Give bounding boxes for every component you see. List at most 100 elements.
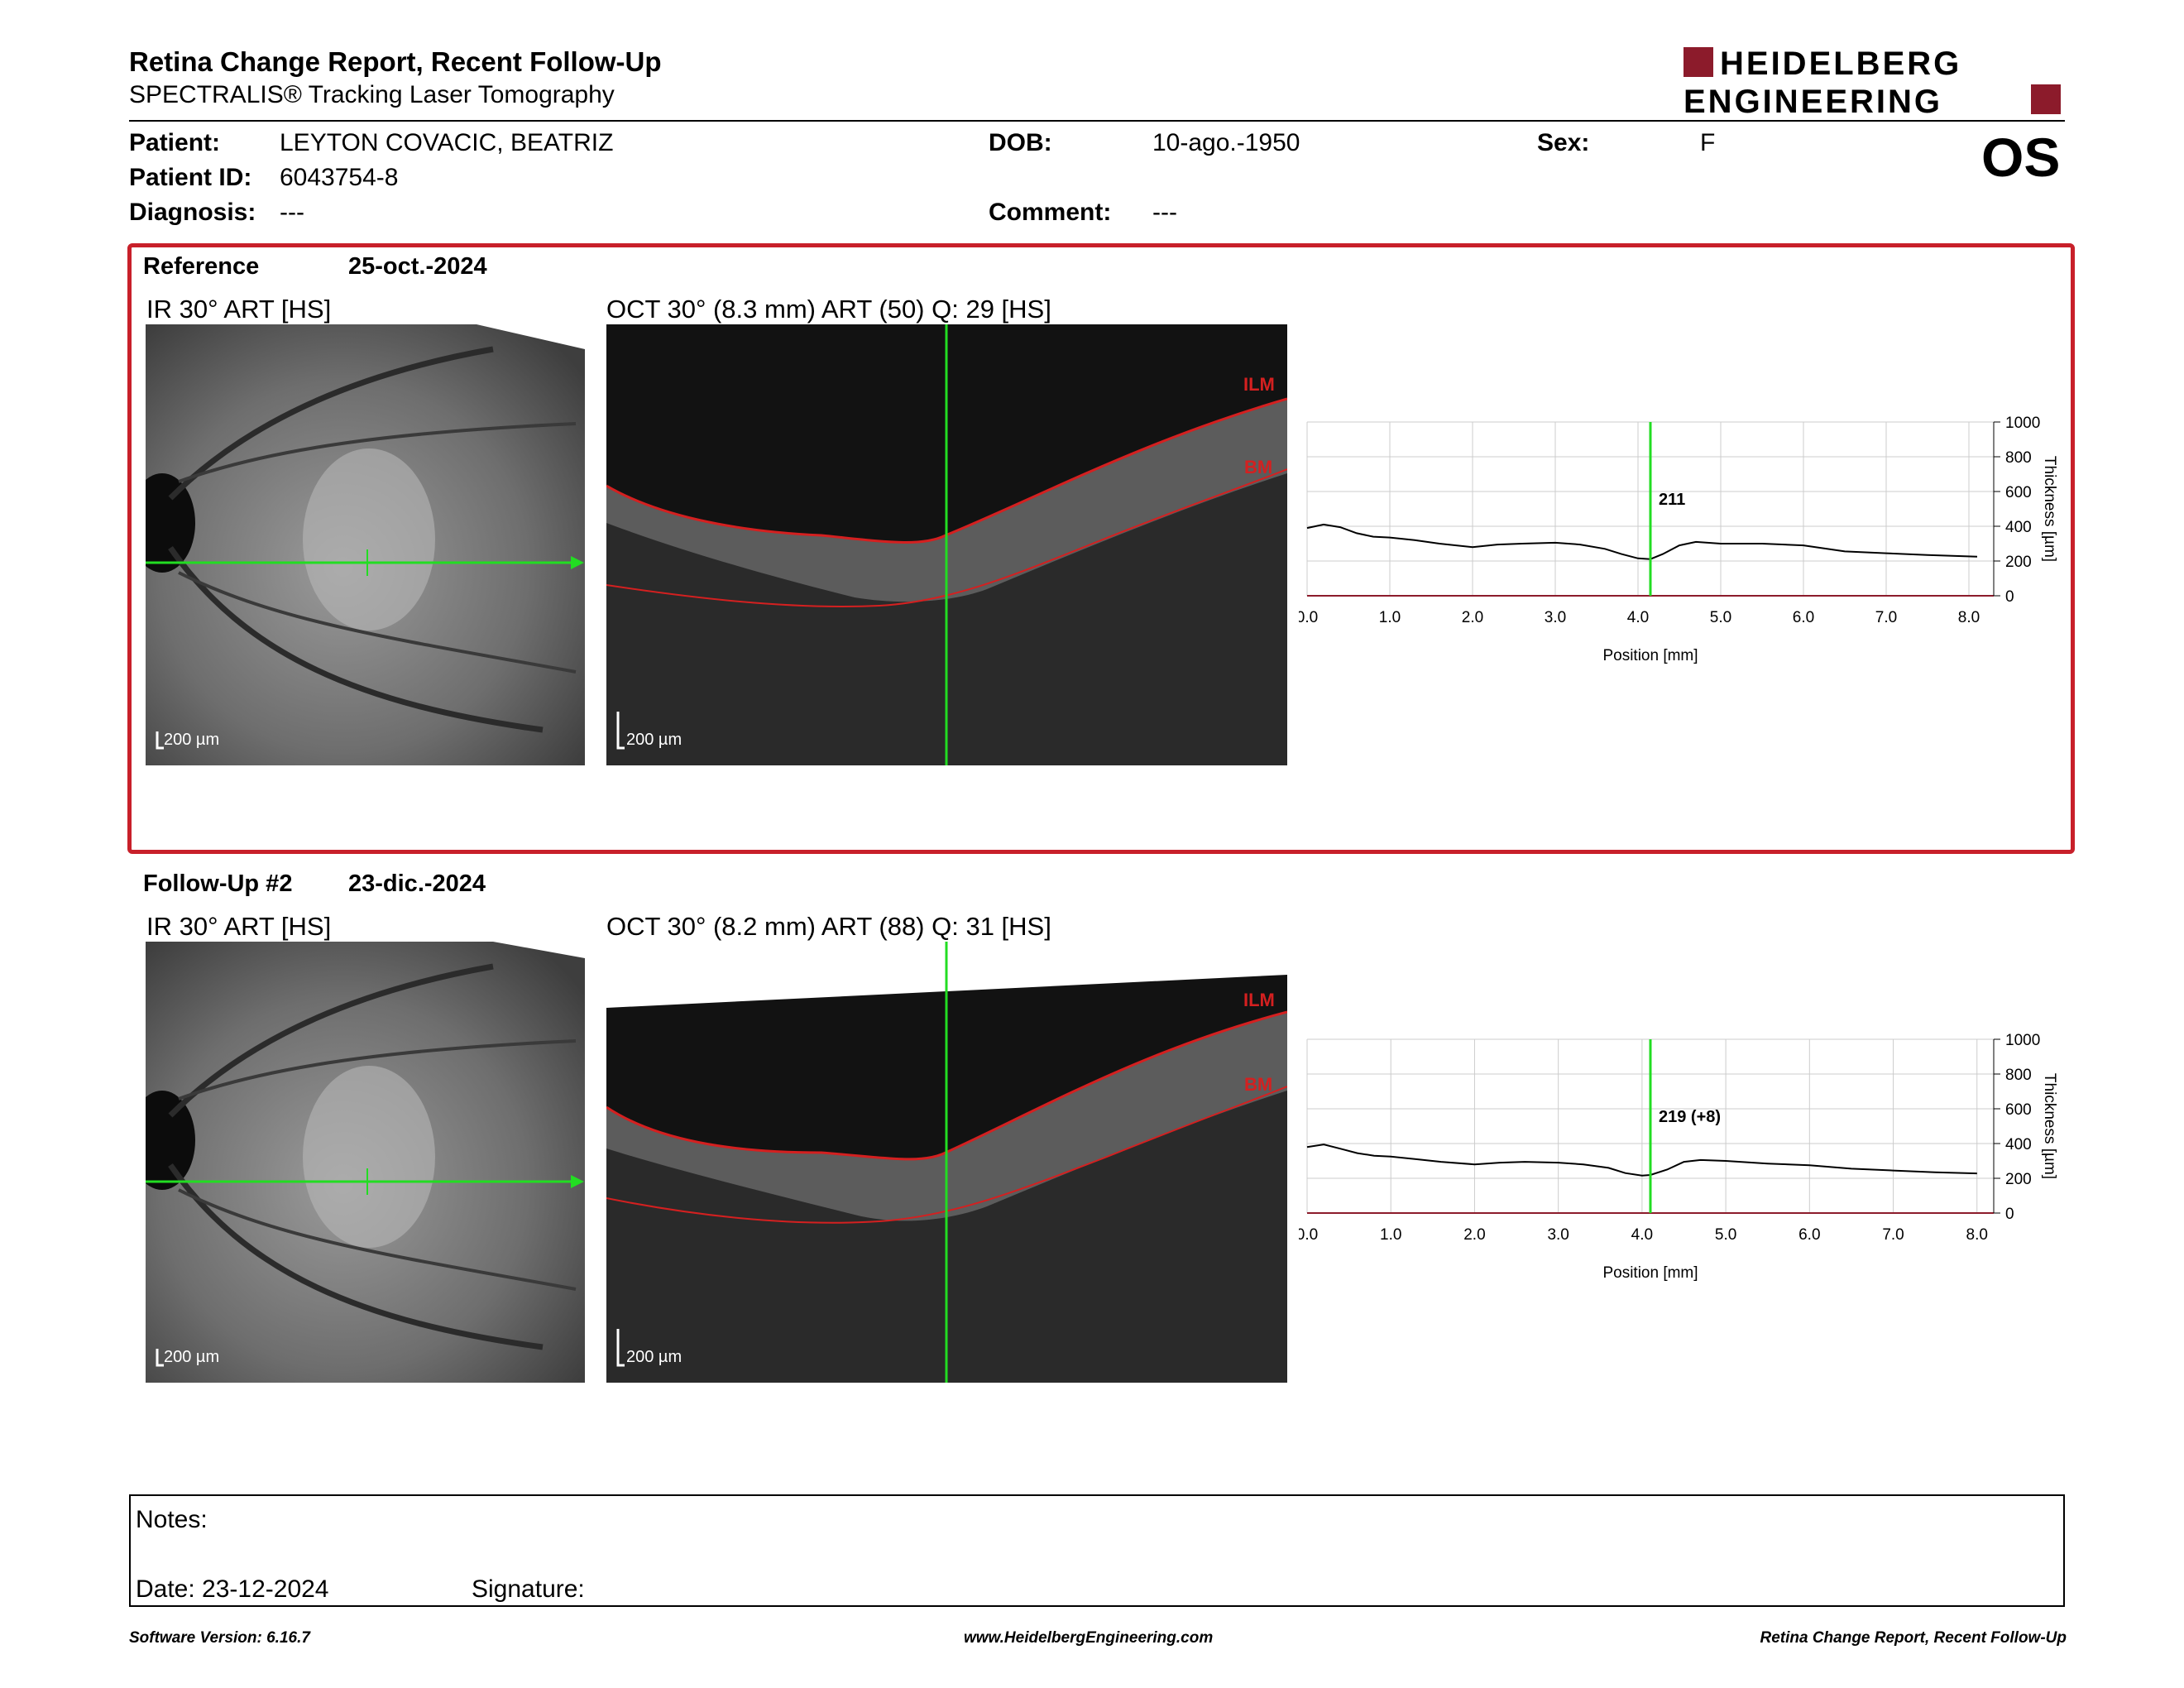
followup-oct-caption: OCT 30° (8.2 mm) ART (88) Q: 31 [HS] bbox=[606, 912, 1051, 941]
chart-axes bbox=[1307, 421, 2000, 597]
dob-label: DOB: bbox=[989, 129, 1052, 156]
marker-value-label: 211 bbox=[1659, 491, 1685, 509]
y-tick-labels: 0 200 400 600 800 1000 bbox=[2005, 1032, 2040, 1223]
x-tick-label: 4.0 bbox=[1631, 1226, 1653, 1244]
marker-value-label: 219 (+8) bbox=[1659, 1108, 1721, 1126]
y-axis-label: Thickness [µm] bbox=[2041, 1073, 2058, 1179]
x-tick-label: 1.0 bbox=[1380, 1226, 1401, 1244]
patient-name: LEYTON COVACIC, BEATRIZ bbox=[280, 129, 614, 156]
x-tick-label: 8.0 bbox=[1966, 1226, 1988, 1244]
ilm-line bbox=[606, 1010, 1287, 1161]
y-tick-label: 0 bbox=[2005, 588, 2014, 606]
x-tick-label: 3.0 bbox=[1547, 1226, 1569, 1244]
reference-ir-caption: IR 30° ART [HS] bbox=[146, 295, 332, 324]
comment-label: Comment: bbox=[989, 199, 1112, 226]
logo-square-top bbox=[1684, 47, 1713, 77]
x-tick-label: 2.0 bbox=[1463, 1226, 1485, 1244]
sex-label: Sex: bbox=[1537, 129, 1590, 156]
logo-line1: HEIDELBERG bbox=[1720, 46, 1961, 82]
footer-software-version: Software Version: 6.16.7 bbox=[129, 1629, 310, 1647]
reference-date: 25-oct.-2024 bbox=[348, 253, 487, 280]
y-tick-label: 600 bbox=[2005, 484, 2032, 501]
reference-ilm-label: ILM bbox=[1243, 374, 1275, 395]
footer-report-name: Retina Change Report, Recent Follow-Up bbox=[1760, 1629, 2067, 1647]
comment-value: --- bbox=[1152, 199, 1177, 226]
followup-ir-image: 200 µm bbox=[146, 942, 585, 1383]
optic-disc bbox=[146, 473, 195, 573]
reference-oct-caption: OCT 30° (8.3 mm) ART (50) Q: 29 [HS] bbox=[606, 295, 1051, 324]
ilm-line bbox=[606, 397, 1287, 544]
followup-ir-scale: 200 µm bbox=[164, 1348, 219, 1366]
x-tick-label: 5.0 bbox=[1710, 609, 1731, 626]
eye-indicator: OS bbox=[1981, 127, 2061, 188]
y-tick-label: 400 bbox=[2005, 1136, 2032, 1153]
patient-id: 6043754-8 bbox=[280, 164, 399, 191]
reference-oct-scale: 200 µm bbox=[626, 731, 682, 749]
notes-label: Notes: bbox=[136, 1506, 208, 1533]
footer-website-link[interactable]: www.HeidelbergEngineering.com bbox=[964, 1629, 1214, 1647]
optic-disc bbox=[146, 1091, 195, 1190]
x-tick-label: 8.0 bbox=[1958, 609, 1980, 626]
lesion-area bbox=[303, 1066, 435, 1248]
x-axis-label: Position [mm] bbox=[1602, 647, 1698, 664]
report-title: Retina Change Report, Recent Follow-Up bbox=[129, 46, 662, 77]
report-subtitle: SPECTRALIS® Tracking Laser Tomography bbox=[129, 81, 615, 108]
y-tick-label: 800 bbox=[2005, 1067, 2032, 1084]
x-tick-label: 6.0 bbox=[1793, 609, 1814, 626]
followup-label: Follow-Up #2 bbox=[143, 870, 293, 897]
scan-arrow bbox=[571, 1175, 584, 1188]
signature-label: Signature: bbox=[472, 1575, 585, 1603]
y-tick-label: 1000 bbox=[2005, 415, 2040, 432]
heidelberg-logo: HEIDELBERG ENGINEERING bbox=[1684, 46, 2061, 117]
lesion-area bbox=[303, 448, 435, 631]
dob-value: 10-ago.-1950 bbox=[1152, 129, 1300, 156]
followup-thickness-chart: 0.0 1.0 2.0 3.0 4.0 5.0 6.0 7.0 8.0 0 200 400 600 80… bbox=[1299, 1032, 2058, 1282]
x-tick-label: 5.0 bbox=[1715, 1226, 1736, 1244]
patient-id-label: Patient ID: bbox=[129, 164, 252, 191]
notes-date: Date: 23-12-2024 bbox=[136, 1575, 329, 1603]
patient-label: Patient: bbox=[129, 129, 221, 156]
followup-ir-caption: IR 30° ART [HS] bbox=[146, 912, 332, 941]
followup-ilm-label: ILM bbox=[1243, 990, 1275, 1010]
x-tick-label: 3.0 bbox=[1545, 609, 1566, 626]
x-tick-labels: 0.0 1.0 2.0 3.0 4.0 5.0 6.0 7.0 8.0 bbox=[1299, 609, 1980, 626]
diagnosis-value: --- bbox=[280, 199, 304, 226]
followup-oct-scale: 200 µm bbox=[626, 1348, 682, 1366]
y-tick-label: 400 bbox=[2005, 519, 2032, 536]
thickness-series-line bbox=[1306, 1144, 1977, 1177]
chart-axes bbox=[1307, 1038, 2000, 1214]
y-tick-label: 800 bbox=[2005, 449, 2032, 467]
reference-ir-scale: 200 µm bbox=[164, 731, 219, 749]
x-tick-labels: 0.0 1.0 2.0 3.0 4.0 5.0 6.0 7.0 8.0 bbox=[1299, 1226, 1988, 1244]
x-axis-label: Position [mm] bbox=[1602, 1264, 1698, 1282]
x-tick-label: 0.0 bbox=[1299, 609, 1318, 626]
reference-label: Reference bbox=[143, 253, 260, 280]
thickness-series-line bbox=[1306, 523, 1978, 560]
bm-line bbox=[606, 468, 1287, 607]
scan-arrow bbox=[571, 556, 584, 569]
followup-oct-image: ILM BM 200 µm bbox=[606, 942, 1287, 1383]
x-tick-label: 4.0 bbox=[1627, 609, 1649, 626]
reference-ir-image: 200 µm bbox=[146, 324, 585, 765]
notes-box[interactable] bbox=[129, 1494, 2065, 1607]
x-tick-label: 7.0 bbox=[1875, 609, 1897, 626]
x-tick-label: 2.0 bbox=[1462, 609, 1483, 626]
y-tick-label: 600 bbox=[2005, 1101, 2032, 1119]
x-tick-label: 0.0 bbox=[1299, 1226, 1318, 1244]
reference-oct-image: ILM BM 200 µm bbox=[606, 324, 1287, 765]
y-tick-label: 0 bbox=[2005, 1206, 2014, 1223]
reference-frame bbox=[127, 243, 2075, 854]
reference-thickness-chart: 0.0 1.0 2.0 3.0 4.0 5.0 6.0 7.0 8.0 0 200 400 600 80… bbox=[1299, 415, 2058, 664]
header-divider bbox=[129, 120, 2065, 122]
y-tick-labels: 0 200 400 600 800 1000 bbox=[2005, 415, 2040, 606]
y-tick-label: 200 bbox=[2005, 1171, 2032, 1188]
y-axis-label: Thickness [µm] bbox=[2041, 456, 2058, 562]
sex-value: F bbox=[1700, 129, 1716, 156]
x-tick-label: 1.0 bbox=[1379, 609, 1401, 626]
logo-line2: ENGINEERING bbox=[1684, 84, 1942, 117]
followup-date: 23-dic.-2024 bbox=[348, 870, 486, 897]
y-tick-label: 1000 bbox=[2005, 1032, 2040, 1049]
followup-bm-label: BM bbox=[1244, 1074, 1272, 1095]
x-tick-label: 7.0 bbox=[1882, 1226, 1904, 1244]
diagnosis-label: Diagnosis: bbox=[129, 199, 256, 226]
